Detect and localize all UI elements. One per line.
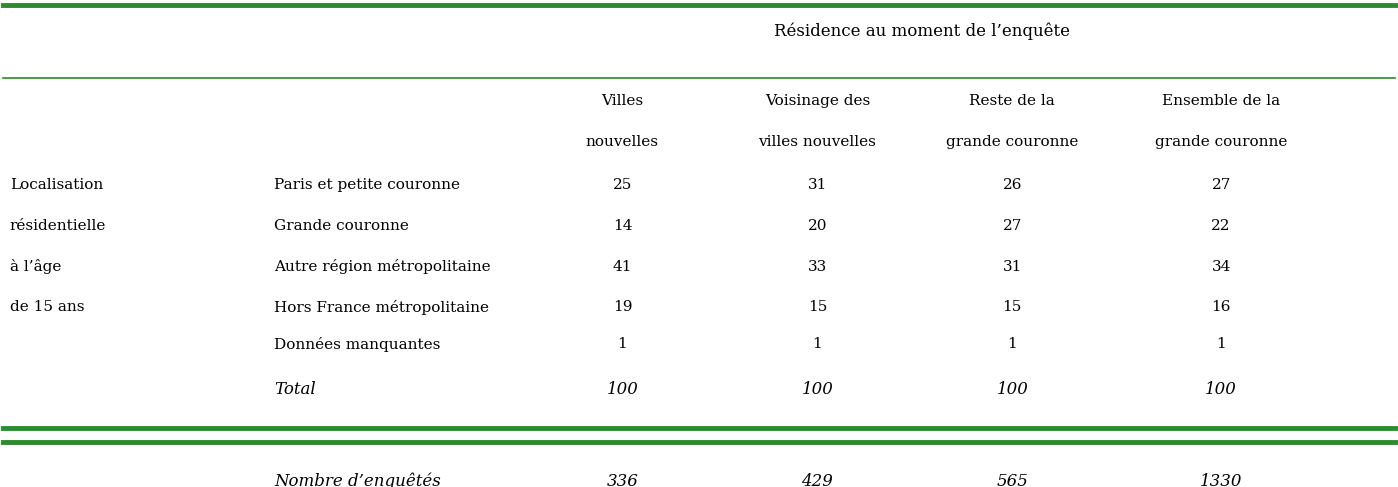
Text: Villes: Villes	[601, 94, 643, 108]
Text: résidentielle: résidentielle	[10, 219, 106, 233]
Text: 1330: 1330	[1199, 473, 1243, 487]
Text: 31: 31	[1002, 260, 1022, 274]
Text: Résidence au moment de l’enquête: Résidence au moment de l’enquête	[773, 23, 1069, 40]
Text: Nombre d’enquêtés: Nombre d’enquêtés	[274, 472, 440, 487]
Text: 31: 31	[808, 178, 828, 192]
Text: Localisation: Localisation	[10, 178, 103, 192]
Text: Autre région métropolitaine: Autre région métropolitaine	[274, 259, 491, 274]
Text: 25: 25	[612, 178, 632, 192]
Text: 15: 15	[1002, 300, 1022, 315]
Text: 16: 16	[1212, 300, 1230, 315]
Text: Données manquantes: Données manquantes	[274, 337, 440, 352]
Text: grande couronne: grande couronne	[1155, 135, 1288, 149]
Text: Ensemble de la: Ensemble de la	[1162, 94, 1281, 108]
Text: 27: 27	[1002, 219, 1022, 233]
Text: 336: 336	[607, 473, 639, 487]
Text: 100: 100	[997, 381, 1029, 398]
Text: 20: 20	[808, 219, 828, 233]
Text: Grande couronne: Grande couronne	[274, 219, 410, 233]
Text: 1: 1	[1216, 337, 1226, 351]
Text: 1: 1	[1008, 337, 1018, 351]
Text: 33: 33	[808, 260, 828, 274]
Text: Paris et petite couronne: Paris et petite couronne	[274, 178, 460, 192]
Text: grande couronne: grande couronne	[946, 135, 1078, 149]
Text: 100: 100	[1205, 381, 1237, 398]
Text: 34: 34	[1212, 260, 1230, 274]
Text: 27: 27	[1212, 178, 1230, 192]
Text: 100: 100	[607, 381, 639, 398]
Text: villes nouvelles: villes nouvelles	[759, 135, 877, 149]
Text: Hors France métropolitaine: Hors France métropolitaine	[274, 300, 489, 315]
Text: 15: 15	[808, 300, 828, 315]
Text: Voisinage des: Voisinage des	[765, 94, 870, 108]
Text: nouvelles: nouvelles	[586, 135, 658, 149]
Text: 26: 26	[1002, 178, 1022, 192]
Text: 14: 14	[612, 219, 632, 233]
Text: 1: 1	[618, 337, 628, 351]
Text: 565: 565	[997, 473, 1029, 487]
Text: de 15 ans: de 15 ans	[10, 300, 84, 315]
Text: à l’âge: à l’âge	[10, 259, 62, 274]
Text: 22: 22	[1212, 219, 1230, 233]
Text: 41: 41	[612, 260, 632, 274]
Text: 19: 19	[612, 300, 632, 315]
Text: Reste de la: Reste de la	[969, 94, 1055, 108]
Text: Total: Total	[274, 381, 316, 398]
Text: 1: 1	[812, 337, 822, 351]
Text: 429: 429	[801, 473, 833, 487]
Text: 100: 100	[801, 381, 833, 398]
